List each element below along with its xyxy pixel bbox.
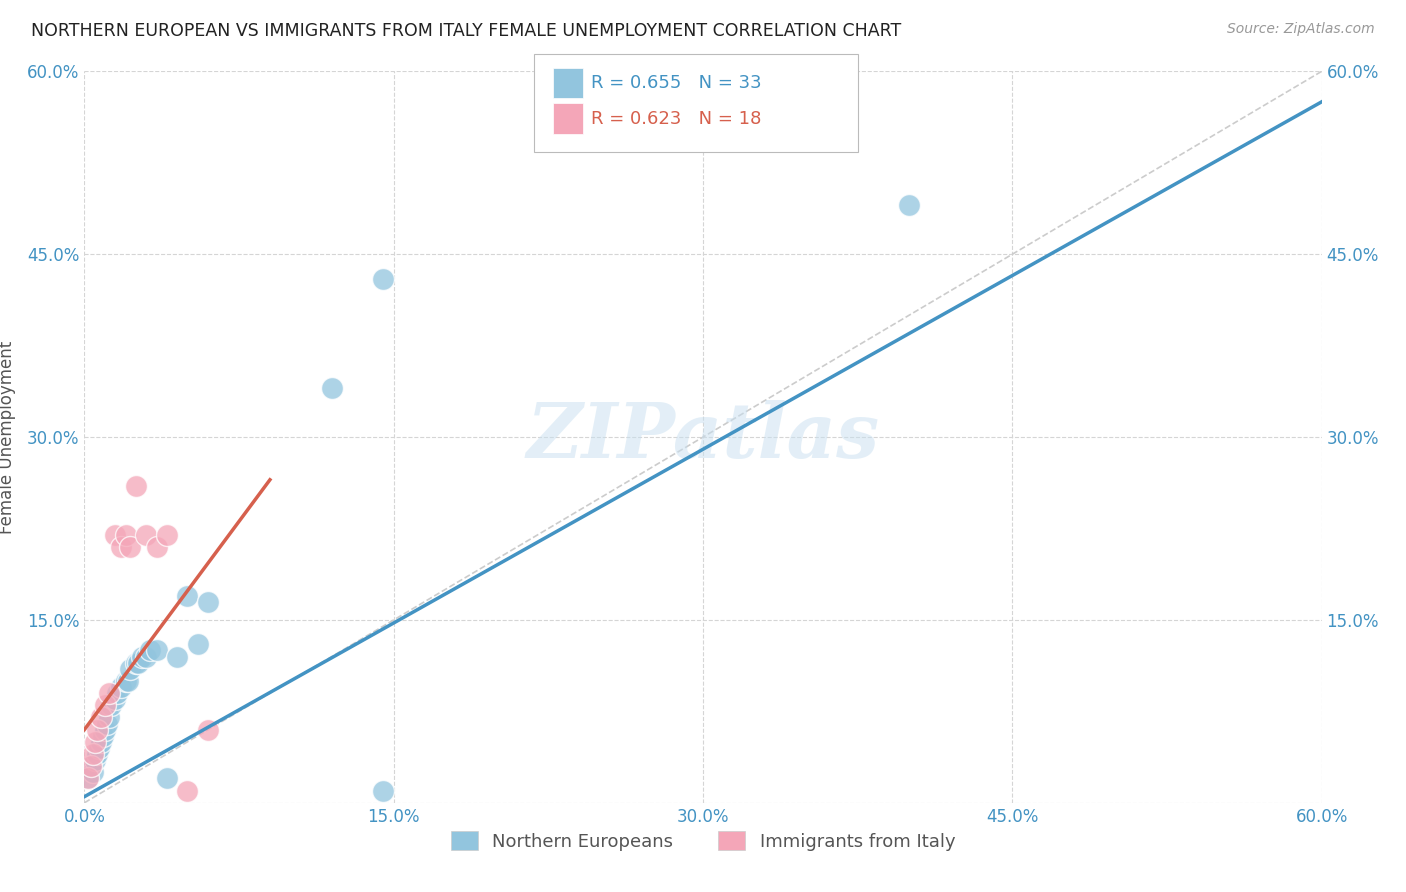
Point <box>91 729 114 743</box>
Point <box>114 673 136 688</box>
Point <box>94 723 117 737</box>
Point <box>131 649 153 664</box>
Point <box>82 747 104 761</box>
Point <box>145 540 167 554</box>
Point <box>176 589 198 603</box>
Point <box>197 723 219 737</box>
Point <box>83 753 105 767</box>
Point <box>373 271 395 285</box>
Point <box>90 735 112 749</box>
Point <box>96 716 118 731</box>
Point <box>82 765 104 780</box>
Point <box>87 740 110 755</box>
Point <box>104 692 127 706</box>
Point <box>77 772 100 786</box>
Point <box>176 783 198 797</box>
Point <box>145 643 167 657</box>
Text: R = 0.623   N = 18: R = 0.623 N = 18 <box>591 110 761 128</box>
Point <box>110 540 132 554</box>
Y-axis label: Female Unemployment: Female Unemployment <box>0 341 15 533</box>
Point <box>118 662 141 676</box>
Point <box>166 649 188 664</box>
Point <box>90 710 112 724</box>
Point <box>100 698 122 713</box>
Text: R = 0.655   N = 33: R = 0.655 N = 33 <box>591 74 761 92</box>
Point <box>79 759 101 773</box>
Point <box>197 594 219 608</box>
Point <box>156 772 179 786</box>
Point <box>79 759 101 773</box>
Text: Source: ZipAtlas.com: Source: ZipAtlas.com <box>1227 22 1375 37</box>
Point <box>105 686 128 700</box>
Point <box>139 643 162 657</box>
Point <box>83 735 105 749</box>
Point <box>321 381 343 395</box>
Point <box>104 527 127 541</box>
Point <box>86 747 108 761</box>
Point <box>135 527 157 541</box>
Point <box>127 656 149 670</box>
Point <box>187 637 209 651</box>
Point <box>898 198 921 212</box>
Point <box>86 723 108 737</box>
Point <box>98 710 121 724</box>
Point <box>373 783 395 797</box>
Point <box>94 698 117 713</box>
Point <box>125 656 148 670</box>
Point <box>77 772 100 786</box>
Point <box>98 686 121 700</box>
Text: ZIPatlas: ZIPatlas <box>526 401 880 474</box>
Point <box>125 479 148 493</box>
Point <box>114 527 136 541</box>
Point <box>110 680 132 694</box>
Point <box>135 649 157 664</box>
Point <box>117 673 139 688</box>
Point <box>156 527 179 541</box>
Text: NORTHERN EUROPEAN VS IMMIGRANTS FROM ITALY FEMALE UNEMPLOYMENT CORRELATION CHART: NORTHERN EUROPEAN VS IMMIGRANTS FROM ITA… <box>31 22 901 40</box>
Point <box>118 540 141 554</box>
Legend: Northern Europeans, Immigrants from Italy: Northern Europeans, Immigrants from Ital… <box>441 822 965 860</box>
